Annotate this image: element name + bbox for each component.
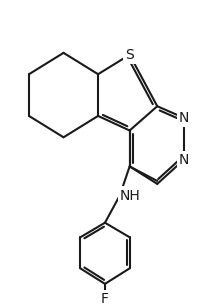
Text: S: S	[125, 48, 134, 62]
Text: N: N	[179, 111, 189, 125]
Text: N: N	[179, 153, 189, 167]
Text: F: F	[101, 292, 109, 306]
Text: NH: NH	[120, 188, 140, 203]
